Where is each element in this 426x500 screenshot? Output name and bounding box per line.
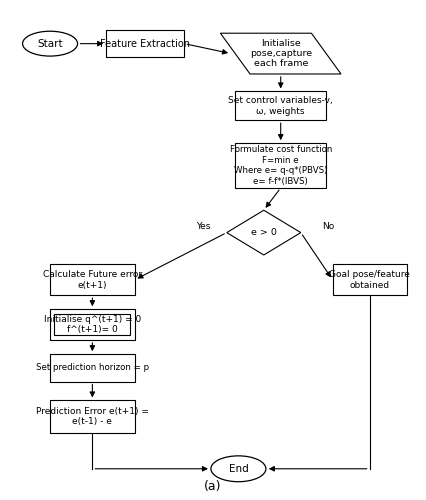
Text: Calculate Future error
e(t+1): Calculate Future error e(t+1): [43, 270, 142, 289]
FancyBboxPatch shape: [50, 400, 135, 432]
Text: Yes: Yes: [196, 222, 211, 230]
Text: No: No: [322, 222, 334, 230]
Text: e > 0: e > 0: [251, 228, 277, 237]
Text: Formulate cost function
F=min e
Where e= q-q*(PBVS)
e= f-f*(IBVS): Formulate cost function F=min e Where e=…: [230, 146, 332, 186]
Text: Prediction Error e(t+1) =
e(t-1) - e: Prediction Error e(t+1) = e(t-1) - e: [36, 407, 149, 426]
Text: Start: Start: [37, 38, 63, 48]
Text: Feature Extraction: Feature Extraction: [100, 38, 190, 48]
Ellipse shape: [211, 456, 266, 481]
Text: Set control variables-v,
ω, weights: Set control variables-v, ω, weights: [228, 96, 333, 116]
FancyBboxPatch shape: [333, 264, 407, 295]
Text: Set prediction horizon = p: Set prediction horizon = p: [36, 364, 149, 372]
Text: Initialise
pose,capture
each frame: Initialise pose,capture each frame: [250, 38, 312, 68]
Text: Goal pose/feature
obtained: Goal pose/feature obtained: [329, 270, 410, 289]
Text: Initialise q^(t+1) = 0
f^(t+1)= 0: Initialise q^(t+1) = 0 f^(t+1)= 0: [44, 315, 141, 334]
FancyBboxPatch shape: [106, 30, 184, 58]
FancyBboxPatch shape: [50, 264, 135, 295]
Polygon shape: [227, 210, 301, 255]
Text: End: End: [228, 464, 248, 474]
FancyBboxPatch shape: [50, 354, 135, 382]
Polygon shape: [220, 33, 341, 74]
FancyBboxPatch shape: [235, 92, 326, 120]
Ellipse shape: [23, 31, 78, 56]
FancyBboxPatch shape: [235, 143, 326, 188]
Text: (a): (a): [204, 480, 222, 492]
FancyBboxPatch shape: [50, 309, 135, 340]
